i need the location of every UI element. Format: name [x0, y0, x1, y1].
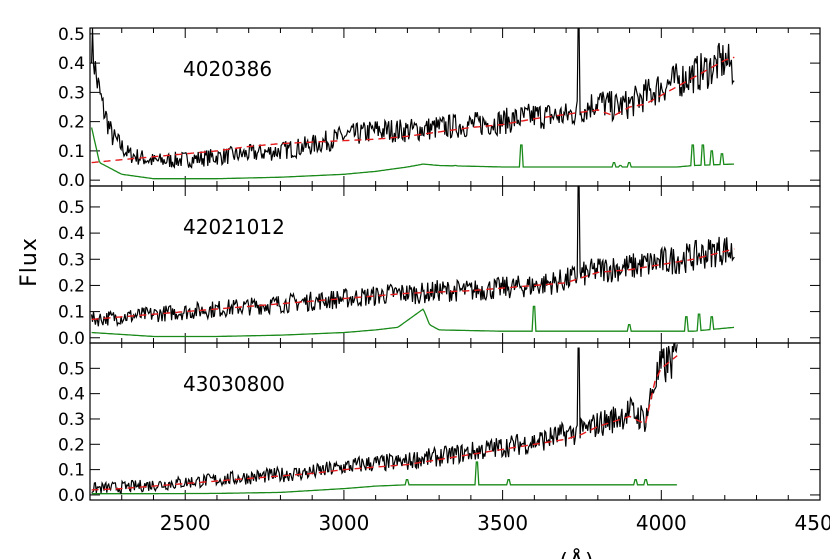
- y-tick-label: 0.4: [58, 385, 85, 405]
- y-tick-label: 0.1: [58, 461, 85, 481]
- y-tick-label: 0.2: [58, 276, 85, 296]
- y-axis-title: Flux: [17, 237, 42, 287]
- panel-id-label: 4020386: [183, 57, 272, 81]
- x-tick-label: 3500: [477, 511, 528, 535]
- y-tick-label: 0.0: [58, 486, 85, 506]
- error-series-line: [91, 461, 677, 495]
- x-tick-label: 4500: [795, 511, 830, 535]
- x-tick-label: 4000: [636, 511, 687, 535]
- plot-area: [91, 343, 678, 495]
- x-axis-title: (Å): [559, 548, 594, 559]
- observed-series-line: [91, 186, 735, 328]
- plot-area: [91, 186, 735, 338]
- y-tick-label: 0.1: [58, 303, 85, 323]
- panel-frame: [89, 342, 821, 501]
- y-tick-label: 0.0: [58, 329, 85, 349]
- model-series-line: [91, 355, 678, 491]
- x-tick-label: 3000: [318, 511, 369, 535]
- panel-2: 0.0 0.1 0.2 0.3 0.4 0.5 42021012: [58, 185, 821, 349]
- panels-group: 0.0 0.1 0.2 0.3 0.4 0.5 4020386 0.0 0.1 0.2 0.3 0.4…: [58, 25, 830, 535]
- error-series-line: [90, 127, 734, 180]
- plot-area: [90, 28, 735, 180]
- y-tick-label: 0.0: [58, 171, 85, 191]
- y-tick-label: 0.4: [58, 224, 85, 244]
- panel-1: 0.0 0.1 0.2 0.3 0.4 0.5 4020386: [58, 25, 821, 191]
- error-series-line: [91, 305, 735, 338]
- y-tick-label: 0.1: [58, 142, 85, 162]
- y-tick-label: 0.3: [58, 250, 85, 270]
- y-tick-label: 0.3: [58, 83, 85, 103]
- y-tick-label: 0.2: [58, 113, 85, 133]
- y-tick-label: 0.2: [58, 435, 85, 455]
- observed-series-line: [91, 28, 735, 169]
- model-series-line: [91, 56, 735, 164]
- y-tick-label: 0.5: [58, 359, 85, 379]
- y-tick-label: 0.5: [58, 198, 85, 218]
- y-tick-label: 0.3: [58, 410, 85, 430]
- observed-series-line: [91, 343, 678, 495]
- panel-id-label: 42021012: [183, 215, 285, 239]
- model-series-line: [91, 248, 735, 321]
- x-tick-label: 2500: [160, 511, 211, 535]
- panel-id-label: 43030800: [183, 372, 285, 396]
- y-tick-label: 0.4: [58, 54, 85, 74]
- panel-3: 0.0 0.1 0.2 0.3 0.4 0.5 43030800: [58, 342, 821, 506]
- y-tick-label: 0.5: [58, 25, 85, 45]
